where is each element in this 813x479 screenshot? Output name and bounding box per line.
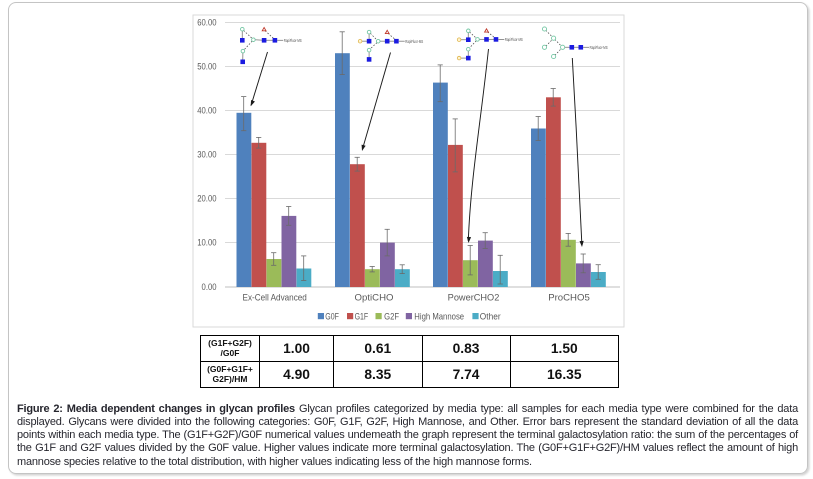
svg-text:PowerCHO2: PowerCHO2 <box>448 291 500 302</box>
svg-text:Ex-Cell Advanced: Ex-Cell Advanced <box>243 292 307 303</box>
svg-text:High Mannose: High Mannose <box>414 311 464 322</box>
svg-text:RapiFluor-MS: RapiFluor-MS <box>284 38 303 43</box>
svg-text:30.00: 30.00 <box>197 150 217 160</box>
svg-text:OptiCHO: OptiCHO <box>355 293 394 304</box>
svg-text:RapiFluor-MS: RapiFluor-MS <box>505 38 524 43</box>
svg-text:0.00: 0.00 <box>202 283 217 293</box>
svg-text:60.00: 60.00 <box>197 18 217 28</box>
svg-text:RapiFluor-MS: RapiFluor-MS <box>590 45 609 50</box>
svg-text:Other: Other <box>480 311 501 322</box>
svg-text:20.00: 20.00 <box>197 194 217 204</box>
svg-text:10.00: 10.00 <box>197 238 217 248</box>
svg-text:40.00: 40.00 <box>197 106 217 116</box>
svg-text:G1F: G1F <box>355 310 369 321</box>
svg-text:ProCHO5: ProCHO5 <box>548 293 590 304</box>
svg-text:G0F: G0F <box>325 310 339 321</box>
svg-text:50.00: 50.00 <box>197 62 217 72</box>
svg-text:RapiFluor-MS: RapiFluor-MS <box>405 39 424 44</box>
svg-text:G2F: G2F <box>384 311 399 322</box>
